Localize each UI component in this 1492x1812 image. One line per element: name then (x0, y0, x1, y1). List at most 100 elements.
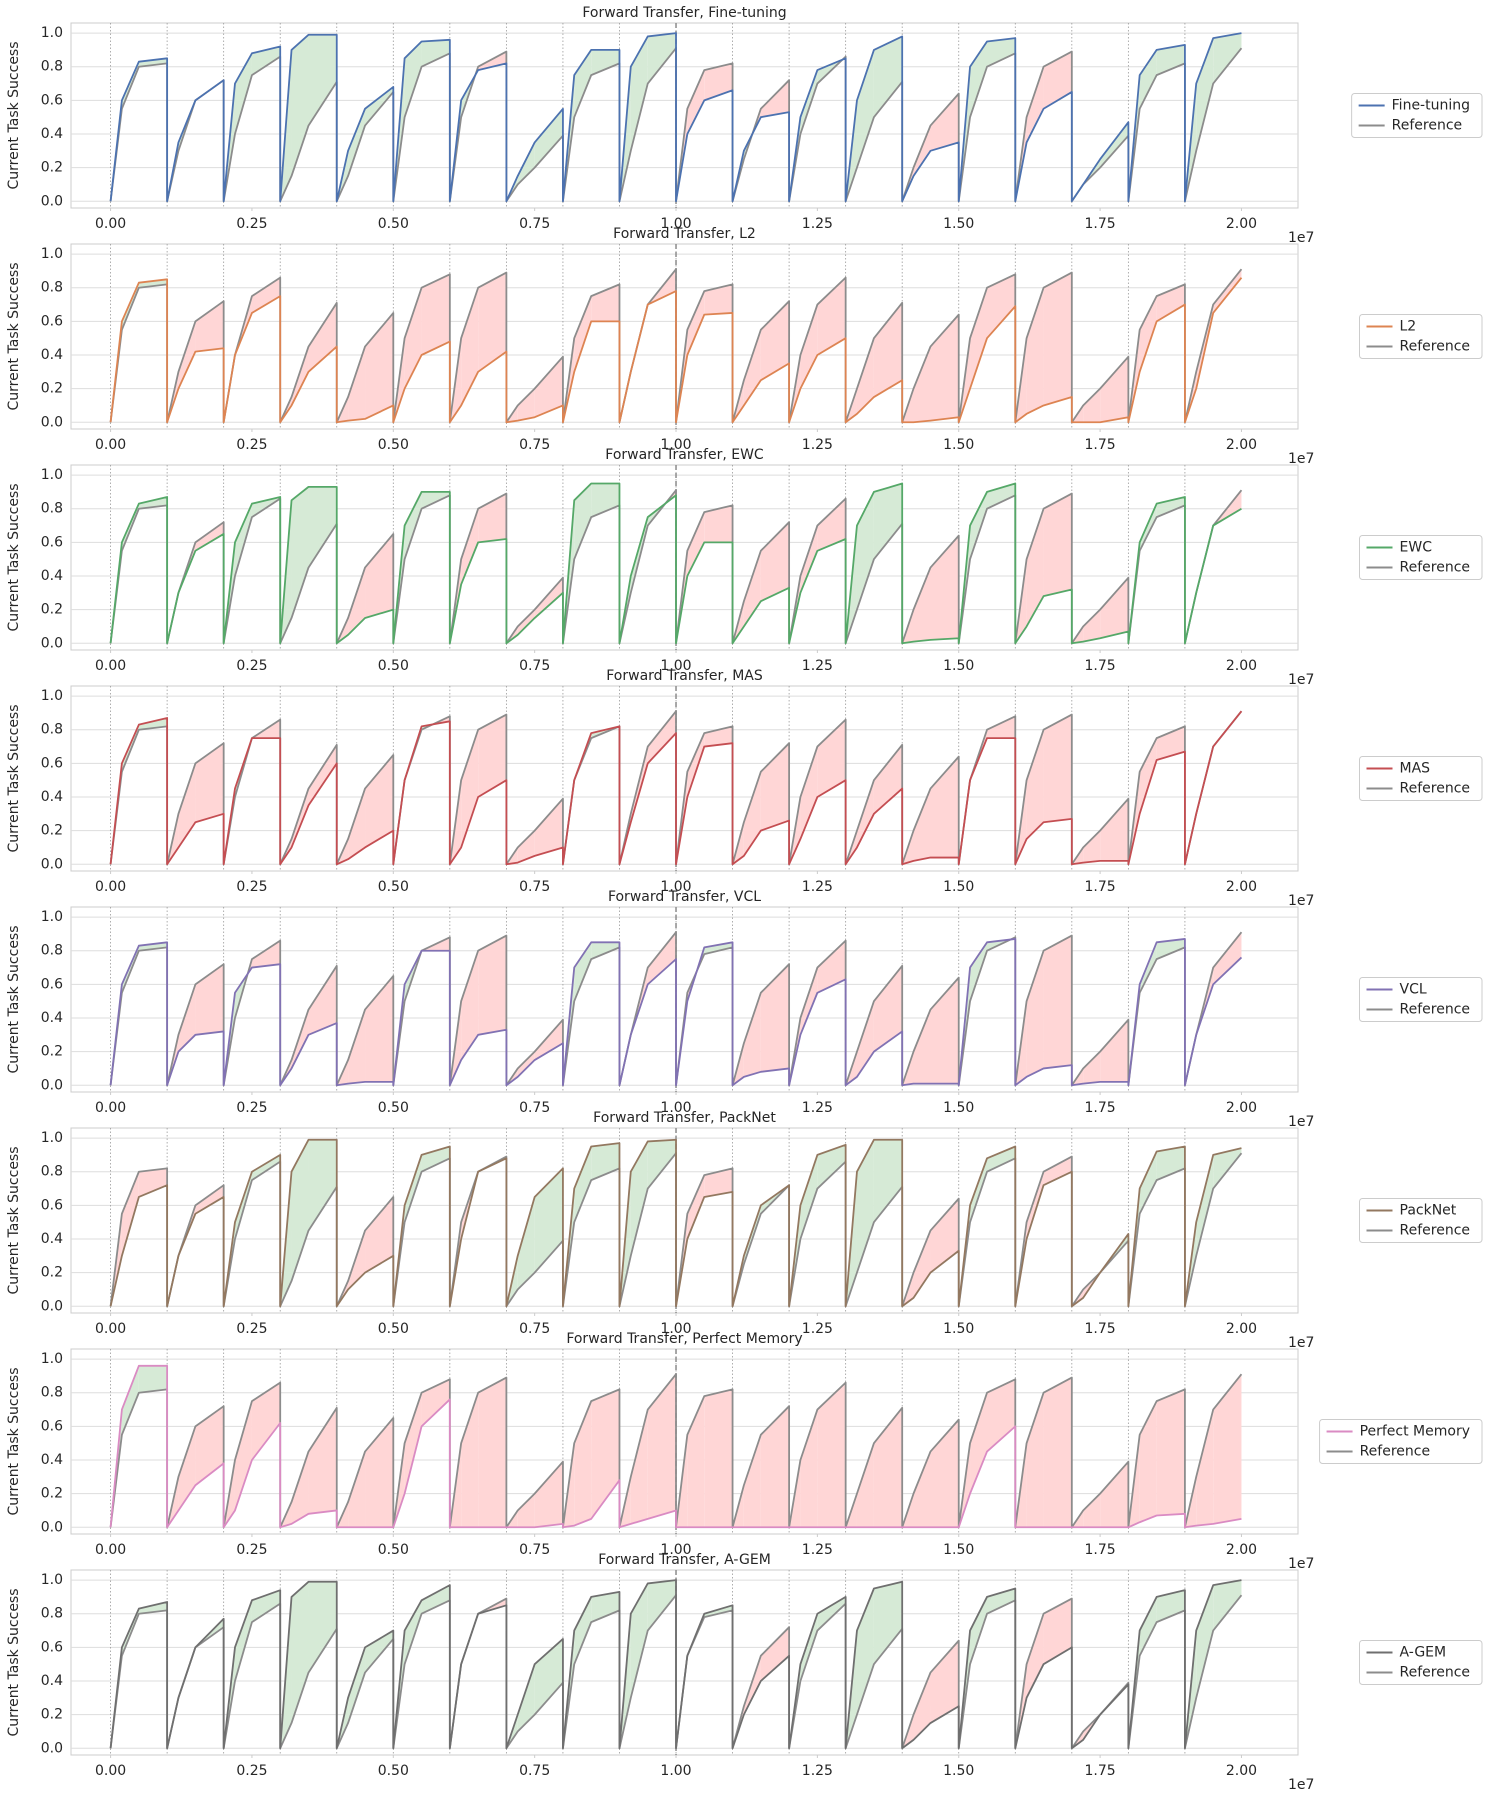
x-offset-label: 1e7 (1288, 1556, 1314, 1572)
transfer-fill (873, 36, 903, 118)
transfer-fill (178, 763, 196, 848)
transfer-fill (817, 1596, 846, 1631)
transfer-fill (1100, 577, 1129, 639)
y-tick-label: 0.4 (41, 789, 63, 805)
transfer-fill (404, 1392, 422, 1494)
transfer-fill (1213, 1374, 1242, 1524)
transfer-fill (1196, 1154, 1214, 1256)
legend-label: PackNet (1400, 1203, 1457, 1219)
transfer-fill (1026, 66, 1044, 143)
transfer-fill (1213, 932, 1242, 985)
transfer-fill (1083, 388, 1101, 423)
transfer-fill (1139, 1401, 1157, 1523)
y-tick-label: 1.0 (41, 25, 63, 41)
transfer-fill (251, 277, 281, 313)
x-tick-label: 0.75 (519, 1100, 550, 1116)
transfer-fill (591, 49, 620, 76)
x-offset-label: 1e7 (1288, 230, 1314, 246)
transfer-fill (987, 716, 1016, 739)
transfer-fill (743, 329, 761, 406)
x-tick-label: 1.00 (660, 1100, 691, 1116)
transfer-fill (308, 1407, 337, 1514)
transfer-fill (517, 388, 535, 421)
transfer-fill (817, 940, 846, 993)
transfer-fill (873, 1407, 903, 1528)
method-line (109, 277, 1243, 424)
legend-label: Reference (1400, 1223, 1471, 1239)
y-tick-label: 0.6 (41, 976, 63, 992)
transfer-fill (760, 80, 790, 118)
y-tick-label: 0.4 (41, 126, 63, 142)
transfer-fill (687, 1396, 705, 1528)
legend: Fine-tuning Reference (1351, 93, 1483, 138)
x-tick-label: 0.00 (95, 1321, 126, 1337)
transfer-fill (800, 1409, 818, 1528)
x-tick-label: 1.75 (1085, 658, 1116, 674)
y-tick-label: 0.0 (41, 1519, 63, 1535)
transfer-fill (1196, 1585, 1214, 1698)
y-tick-label: 0.6 (41, 534, 63, 550)
y-tick-label: 0.0 (41, 414, 63, 430)
legend-label: L2 (1400, 319, 1417, 335)
transfer-fill (478, 1377, 507, 1528)
transfer-fill (178, 321, 196, 389)
chart-title: Forward Transfer, MAS (606, 668, 763, 684)
transfer-fill (1156, 726, 1185, 760)
x-tick-label: 0.00 (95, 437, 126, 453)
method-line (109, 710, 1243, 866)
transfer-fill (404, 491, 422, 560)
transfer-fill (308, 34, 337, 126)
transfer-fill (1139, 738, 1157, 814)
transfer-fill (647, 1580, 677, 1631)
transfer-fill (1026, 950, 1044, 1077)
x-tick-label: 0.75 (519, 1542, 550, 1558)
transfer-fill (308, 965, 337, 1035)
transfer-fill (1139, 49, 1157, 109)
x-offset-label: 1e7 (1288, 893, 1314, 909)
legend-label: Reference (1392, 118, 1463, 134)
transfer-fill (856, 1001, 874, 1077)
x-tick-label: 1.75 (1085, 1321, 1116, 1337)
x-tick-label: 0.00 (95, 1542, 126, 1558)
y-axis-label: Current Task Success (6, 704, 22, 852)
transfer-fill (930, 1419, 959, 1528)
transfer-fill (308, 486, 337, 568)
x-tick-label: 0.50 (378, 1542, 409, 1558)
x-tick-label: 1.25 (802, 1321, 833, 1337)
y-tick-label: 0.0 (41, 193, 63, 209)
transfer-fill (591, 483, 620, 518)
transfer-fill (365, 1417, 394, 1528)
y-tick-label: 0.6 (41, 1418, 63, 1434)
y-tick-label: 0.4 (41, 568, 63, 584)
axes-frame (70, 1127, 1299, 1314)
transfer-fill (308, 1139, 337, 1231)
method-line (109, 1138, 1242, 1308)
y-tick-label: 0.6 (41, 92, 63, 108)
transfer-fill (461, 508, 479, 585)
transfer-fill (121, 1171, 139, 1256)
transfer-fill (534, 798, 563, 856)
x-tick-label: 1.50 (943, 658, 974, 674)
reference-line (109, 1373, 1243, 1529)
x-tick-label: 0.50 (378, 1321, 409, 1337)
transfer-fill (461, 950, 479, 1061)
transfer-fill (291, 486, 309, 619)
x-offset-label: 1e7 (1288, 451, 1314, 467)
x-tick-label: 2.00 (1226, 658, 1257, 674)
transfer-fill (234, 53, 252, 134)
y-tick-label: 0.6 (41, 313, 63, 329)
transfer-fill (873, 483, 903, 560)
x-tick-label: 0.75 (519, 658, 550, 674)
x-tick-label: 0.00 (95, 216, 126, 232)
y-tick-label: 1.0 (41, 1351, 63, 1367)
transfer-fill (195, 964, 224, 1035)
transfer-fill (687, 733, 705, 797)
transfer-fill (1100, 1461, 1129, 1528)
x-tick-label: 1.75 (1085, 1100, 1116, 1116)
transfer-fill (138, 1365, 168, 1393)
method-line (109, 1364, 1242, 1529)
y-tick-label: 0.4 (41, 1673, 63, 1689)
transfer-fill (1026, 729, 1044, 840)
transfer-fill (138, 58, 168, 67)
x-tick-label: 2.00 (1226, 1321, 1257, 1337)
